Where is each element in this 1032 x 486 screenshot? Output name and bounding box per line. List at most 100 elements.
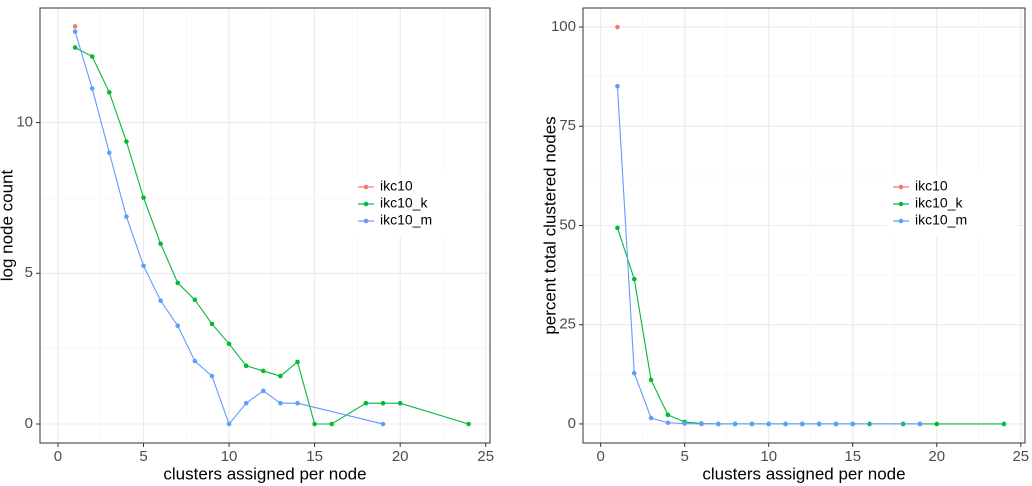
data-point	[72, 45, 78, 50]
x-tick-label: 15	[306, 448, 323, 465]
data-point	[380, 421, 386, 427]
data-point	[934, 421, 940, 427]
data-point	[648, 415, 654, 421]
data-point	[917, 421, 923, 427]
legend-label: ikc10_k	[380, 195, 428, 211]
data-point	[363, 400, 369, 406]
data-point	[665, 420, 671, 426]
data-point	[72, 29, 78, 34]
panel-border	[582, 7, 1026, 444]
data-point	[295, 400, 300, 406]
legend-label: ikc10	[915, 178, 948, 194]
x-tick-label: 20	[928, 448, 945, 465]
x-axis-title: clusters assigned per node	[163, 464, 366, 483]
x-tick-label: 25	[1012, 448, 1029, 465]
data-point	[850, 421, 856, 427]
x-axis-title: clusters assigned per node	[702, 464, 905, 483]
data-point	[106, 90, 112, 95]
data-point	[1001, 421, 1007, 427]
y-tick-label: 10	[16, 114, 33, 131]
x-tick-label: 5	[681, 448, 689, 465]
data-point	[278, 400, 283, 406]
data-point	[295, 359, 300, 365]
y-tick-label: 100	[551, 18, 576, 35]
data-point	[209, 373, 215, 379]
data-point	[278, 373, 283, 379]
series-line	[616, 86, 920, 425]
x-tick-label: 10	[221, 448, 238, 465]
y-tick-label: 5	[25, 264, 33, 281]
data-point	[699, 421, 704, 427]
data-point	[243, 363, 249, 369]
data-point	[209, 321, 215, 327]
data-point	[380, 400, 386, 406]
data-point	[141, 263, 146, 269]
legend-key-point	[898, 201, 904, 207]
data-point	[226, 341, 232, 347]
data-point	[312, 421, 317, 427]
data-point	[329, 421, 335, 427]
data-point	[192, 297, 198, 303]
legend-key-point	[363, 218, 369, 224]
data-point	[816, 421, 822, 427]
y-axis-title: percent total clustered nodes	[540, 116, 559, 334]
legend-key-point	[898, 218, 904, 224]
data-point	[615, 24, 620, 30]
legend-label: ikc10_m	[915, 212, 967, 228]
x-tick-label: 5	[139, 448, 147, 465]
data-point	[124, 139, 129, 144]
data-point	[124, 214, 129, 219]
data-point	[397, 400, 403, 406]
panel-border	[39, 7, 491, 444]
data-point	[800, 421, 805, 427]
legend-box	[887, 175, 1017, 236]
data-point	[260, 368, 266, 374]
data-point	[243, 400, 249, 406]
data-point	[648, 377, 654, 383]
x-tick-label: 25	[477, 448, 494, 465]
series-line	[74, 47, 469, 425]
data-point	[749, 421, 755, 427]
y-axis-title: log node count	[0, 169, 16, 281]
x-tick-label: 0	[54, 448, 62, 465]
data-point	[766, 421, 772, 427]
data-point	[72, 24, 78, 29]
legend-box	[352, 175, 482, 236]
data-point	[732, 421, 738, 427]
y-tick-label: 0	[25, 415, 33, 432]
data-point	[665, 412, 671, 418]
legend-label: ikc10_k	[915, 195, 963, 211]
data-point	[192, 358, 198, 364]
data-point	[682, 421, 687, 426]
data-point	[175, 323, 181, 329]
legend-key-point	[363, 184, 369, 190]
data-point	[833, 421, 839, 427]
data-point	[466, 421, 471, 427]
data-point	[158, 241, 163, 247]
data-point	[783, 421, 788, 427]
x-tick-label: 10	[760, 448, 777, 465]
data-point	[226, 421, 232, 427]
y-tick-label: 0	[568, 415, 576, 432]
legend-label: ikc10	[380, 178, 413, 194]
legend-key-point	[363, 201, 369, 207]
data-point	[89, 86, 95, 91]
data-point	[158, 298, 163, 304]
data-point	[631, 276, 637, 282]
y-tick-label: 75	[559, 117, 576, 134]
data-point	[715, 421, 721, 427]
data-point	[106, 150, 112, 155]
data-point	[631, 370, 637, 376]
y-tick-label: 50	[559, 216, 576, 233]
data-point	[260, 388, 266, 394]
data-point	[89, 54, 95, 59]
data-point	[615, 225, 620, 231]
x-tick-label: 20	[392, 448, 409, 465]
x-tick-label: 0	[596, 448, 604, 465]
data-point	[615, 83, 620, 89]
y-tick-label: 25	[559, 316, 576, 333]
data-point	[175, 280, 181, 286]
legend-label: ikc10_m	[380, 212, 432, 228]
data-point	[141, 195, 146, 200]
